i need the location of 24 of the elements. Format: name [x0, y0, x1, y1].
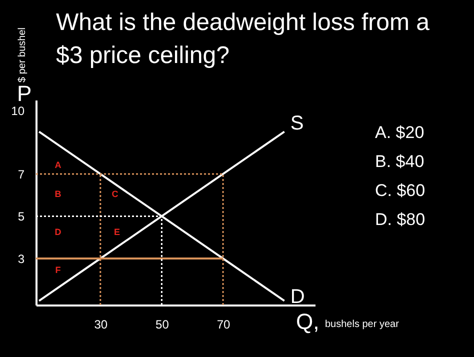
y-tick-label: 10 — [11, 104, 25, 118]
annotation: D — [54, 227, 62, 237]
x-tick-label: 30 — [94, 318, 108, 332]
text: C. $60 — [375, 181, 426, 200]
x-tick-label: 50 — [156, 318, 170, 332]
annotation: C — [112, 189, 119, 199]
y-tick-label: 5 — [18, 210, 25, 224]
series-label: D — [290, 286, 305, 308]
text: D. $80 — [375, 210, 426, 229]
y-axis-title: $ per bushel — [17, 27, 28, 83]
text: A. $20 — [375, 123, 424, 142]
x-axis-title: bushels per year — [325, 319, 400, 330]
annotation: F — [55, 265, 62, 275]
x-tick-label: 70 — [216, 318, 231, 332]
text: Q, — [296, 309, 320, 334]
text: P — [17, 81, 32, 106]
text: B. $40 — [375, 152, 424, 171]
y-tick-label: 7 — [18, 167, 25, 182]
annotation: E — [114, 227, 120, 237]
annotation: B — [54, 189, 62, 199]
chart-title: What is the deadweight loss from a $3 price ceiling? — [56, 9, 430, 69]
annotation: A — [54, 160, 62, 170]
series-label: S — [290, 112, 304, 135]
y-tick-label: 3 — [18, 252, 25, 266]
